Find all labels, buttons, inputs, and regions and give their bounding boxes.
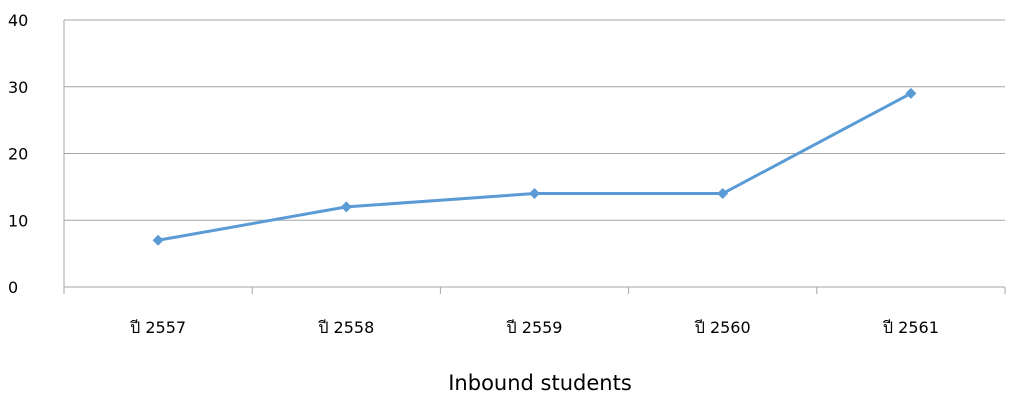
y-tick-label-40: 40 xyxy=(8,11,28,30)
x-axis xyxy=(63,20,1006,294)
x-tick-label-3: ปี 2560 xyxy=(694,318,750,337)
data-point-2 xyxy=(529,188,540,200)
data-point-0 xyxy=(152,234,164,246)
y-tick-label-0: 0 xyxy=(8,278,18,297)
series-line-0 xyxy=(157,92,912,242)
x-tick-label-1: ปี 2558 xyxy=(318,318,374,337)
gridlines xyxy=(64,19,1005,221)
data-point-4 xyxy=(905,87,917,99)
x-tick-label-0: ปี 2557 xyxy=(130,318,186,337)
x-tick-label-2: ปี 2559 xyxy=(506,318,562,337)
y-tick-label-30: 30 xyxy=(8,78,28,97)
data-point-1 xyxy=(340,201,352,213)
series-group xyxy=(152,87,917,246)
y-tick-label-20: 20 xyxy=(8,145,28,164)
data-point-3 xyxy=(717,188,729,200)
y-tick-label-10: 10 xyxy=(8,211,28,230)
x-axis-ticks: ปี 2557 ปี 2558 ปี 2559 ปี 2560 ปี 2561 xyxy=(130,318,939,337)
y-axis-ticks: 0 10 20 30 40 xyxy=(8,11,28,297)
x-axis-title: Inbound students xyxy=(448,371,632,395)
x-tick-label-4: ปี 2561 xyxy=(883,318,939,337)
